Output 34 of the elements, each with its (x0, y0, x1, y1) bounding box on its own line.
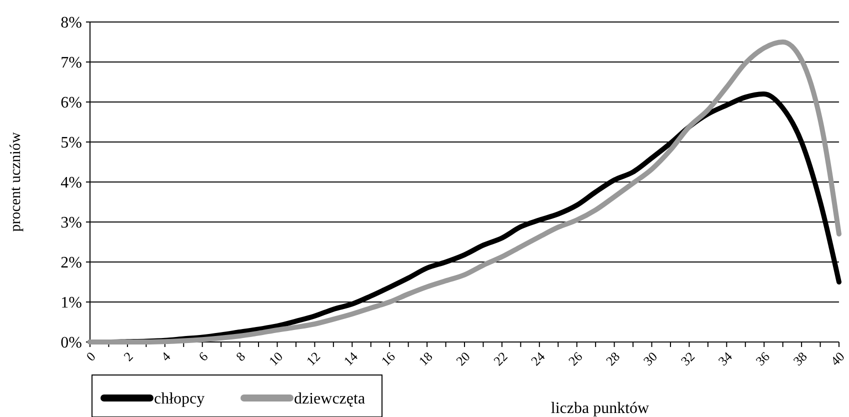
x-tick-label: 0 (83, 348, 98, 364)
y-tick-label: 5% (60, 134, 82, 152)
y-tick-label: 2% (60, 254, 82, 272)
y-tick-label: 6% (60, 94, 82, 112)
y-tick-label: 7% (60, 54, 82, 72)
legend-label: chłopcy (154, 390, 205, 408)
x-tick-label: 8 (232, 348, 248, 364)
x-tick-label: 4 (158, 348, 174, 364)
x-tick-label: 6 (195, 348, 212, 364)
x-tick-label: 40 (828, 348, 848, 369)
y-tick-label: 1% (60, 294, 82, 312)
y-tick-label: 3% (60, 214, 82, 232)
x-tick-label: 10 (266, 348, 286, 369)
x-tick-label: 22 (490, 348, 510, 369)
x-tick-label: 30 (640, 348, 660, 369)
x-tick-label: 2 (120, 348, 136, 364)
x-tick-label: 32 (678, 348, 698, 369)
x-tick-label: 12 (303, 348, 324, 369)
x-tick-label: 24 (528, 348, 548, 369)
legend-label: dziewczęta (294, 390, 366, 408)
x-tick-label: 34 (715, 348, 736, 369)
x-tick-label: 14 (340, 348, 361, 369)
x-tick-label: 38 (790, 348, 810, 369)
x-tick-label: 20 (453, 348, 473, 369)
x-tick-label: 28 (602, 348, 623, 369)
x-tick-label: 16 (378, 348, 398, 369)
x-tick-label: 36 (752, 348, 773, 369)
x-tick-label: 18 (416, 348, 436, 369)
x-tick-label: 26 (565, 348, 586, 369)
y-axis-title: procent uczniów (8, 132, 24, 232)
y-tick-label: 0% (60, 334, 82, 352)
y-tick-label: 8% (60, 14, 82, 32)
x-axis-title: liczba punktów (550, 400, 650, 417)
y-tick-label: 4% (60, 174, 82, 192)
